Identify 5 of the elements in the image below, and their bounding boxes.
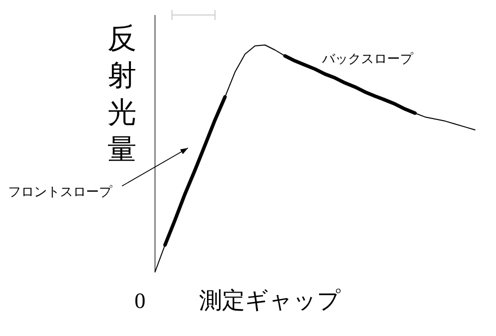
text: フロントスロープ — [8, 185, 113, 200]
x-axis-title: 測定ギャップ — [199, 288, 341, 314]
y-axis-title: 反射光量 — [108, 21, 136, 166]
annotation: バックスロープ — [321, 52, 414, 67]
text: 0 — [134, 288, 146, 313]
